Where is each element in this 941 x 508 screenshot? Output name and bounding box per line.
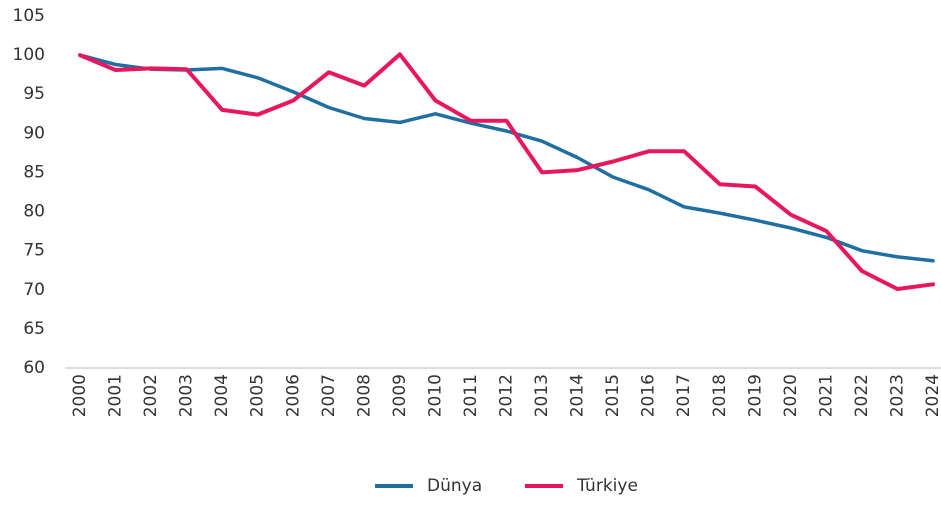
x-tick-label: 2005 <box>248 374 268 417</box>
y-tick-label: 100 <box>13 45 45 65</box>
x-tick-label: 2003 <box>177 374 197 417</box>
x-tick-label: 2014 <box>568 374 588 417</box>
series-line <box>78 53 935 263</box>
y-tick-label: 85 <box>23 162 45 182</box>
y-tick-label: 75 <box>23 241 45 261</box>
x-tick-label: 2020 <box>781 374 801 417</box>
x-tick-label: 2011 <box>461 374 481 417</box>
x-tick-label: 2019 <box>745 374 765 417</box>
x-tick-label: 2013 <box>532 374 552 417</box>
x-tick-label: 2021 <box>816 374 836 417</box>
x-tick-label: 2024 <box>923 374 941 417</box>
x-tick-label: 2023 <box>887 374 907 417</box>
x-tick-label: 2008 <box>354 374 374 417</box>
x-tick-label: 2004 <box>212 374 232 417</box>
x-tick-label: 2015 <box>603 374 623 417</box>
x-tick-label: 2017 <box>674 374 694 417</box>
y-tick-label: 60 <box>23 358 45 378</box>
legend-label: Türkiye <box>576 476 638 496</box>
y-tick-label: 90 <box>23 123 45 143</box>
legend-label: Dünya <box>427 476 482 496</box>
y-tick-label: 95 <box>23 84 45 104</box>
y-tick-label: 105 <box>13 6 45 26</box>
x-tick-label: 2000 <box>70 374 90 417</box>
y-tick-label: 65 <box>23 319 45 339</box>
x-tick-label: 2001 <box>106 374 126 417</box>
x-tick-label: 2007 <box>319 374 339 417</box>
x-tick-label: 2002 <box>141 374 161 417</box>
x-tick-label: 2006 <box>283 374 303 417</box>
x-tick-label: 2012 <box>497 374 517 417</box>
y-tick-label: 80 <box>23 202 45 222</box>
x-tick-label: 2018 <box>710 374 730 417</box>
x-tick-label: 2010 <box>425 374 445 417</box>
x-tick-label: 2016 <box>639 374 659 417</box>
x-tick-label: 2022 <box>852 374 872 417</box>
y-tick-label: 70 <box>23 280 45 300</box>
series-line <box>78 52 935 291</box>
x-tick-label: 2009 <box>390 374 410 417</box>
